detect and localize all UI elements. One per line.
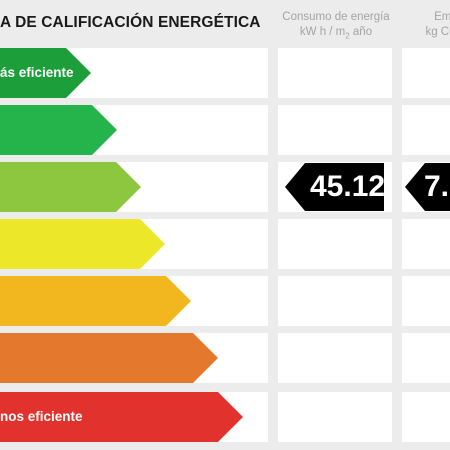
emisiones-value-badge: 7. [405,163,450,211]
rating-bar-shape [0,392,243,442]
rating-bar-shape [0,219,165,269]
rating-bar-label: ás eficiente [0,65,74,80]
consumo-cell [278,392,392,442]
emisiones-header-line1: Emi [434,11,450,23]
rating-bar-row3 [0,162,142,212]
rating-bar-shape [0,276,191,326]
rating-bar-label: nos eficiente [0,409,83,424]
emisiones-value: 7. [424,170,450,203]
consumo-header-line2: kW h / m2 año [299,26,373,41]
rating-bar-shape [0,48,91,98]
rating-bar-row6 [0,333,219,383]
emisiones-cell [402,392,450,442]
consumo-header-line1: Consumo de energía [282,11,390,23]
emisiones-cell [402,48,450,98]
consumo-value-badge: 45.12 [285,163,386,211]
emisiones-cell [402,333,450,383]
rating-bar-row5 [0,276,192,326]
consumo-cell [278,48,392,98]
consumo-value: 45.12 [310,170,386,203]
consumo-column-header: Consumo de energía kW h / m2 año [276,10,396,43]
rating-bar-row4 [0,219,166,269]
rating-bar-row1: ás eficiente [0,48,92,98]
rating-bar-shape [0,333,218,383]
rating-bar-row2 [0,105,118,155]
consumo-cell [278,333,392,383]
consumo-cell [278,105,392,155]
emisiones-column-header: Emi kg CO2 [404,10,450,43]
rating-bar-shape [0,105,117,155]
rating-bar-row7: nos eficiente [0,392,244,442]
emisiones-header-line2: kg CO2 [425,26,450,38]
emisiones-cell [402,276,450,326]
page-title: A DE CALIFICACIÓN ENERGÉTICA [0,14,261,31]
emisiones-cell [402,219,450,269]
rating-bar-shape [0,162,141,212]
consumo-cell [278,276,392,326]
emisiones-cell [402,105,450,155]
consumo-cell [278,219,392,269]
